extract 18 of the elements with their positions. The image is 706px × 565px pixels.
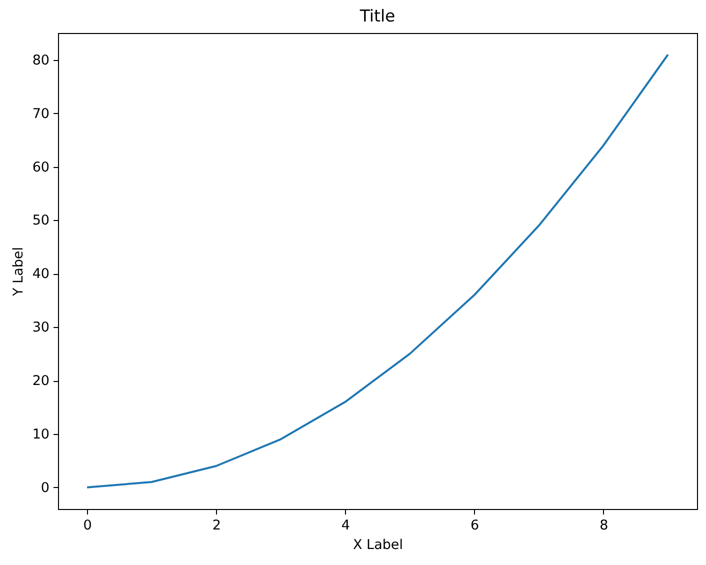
y-tick-label: 80 — [32, 52, 50, 68]
x-tick-label: 8 — [600, 518, 608, 534]
y-tick-label: 30 — [32, 320, 50, 336]
y-tick-label: 50 — [32, 212, 50, 229]
y-tick-label: 0 — [40, 480, 50, 496]
chart-title: Title — [358, 6, 396, 26]
y-tick-label: 40 — [32, 266, 50, 282]
y-tick-label: 60 — [32, 159, 50, 176]
x-tick-label: 2 — [212, 518, 221, 534]
x-tick-label: 6 — [470, 518, 480, 534]
x-tick-label: 4 — [341, 518, 350, 534]
y-axis-title: Y Label — [10, 247, 26, 297]
y-tick-label: 70 — [32, 106, 50, 122]
y-tick-label: 10 — [32, 426, 50, 442]
y-tick-label: 20 — [32, 373, 50, 390]
line-series — [86, 54, 669, 488]
x-axis-title: X Label — [353, 537, 403, 553]
x-tick-label: 0 — [83, 518, 92, 534]
